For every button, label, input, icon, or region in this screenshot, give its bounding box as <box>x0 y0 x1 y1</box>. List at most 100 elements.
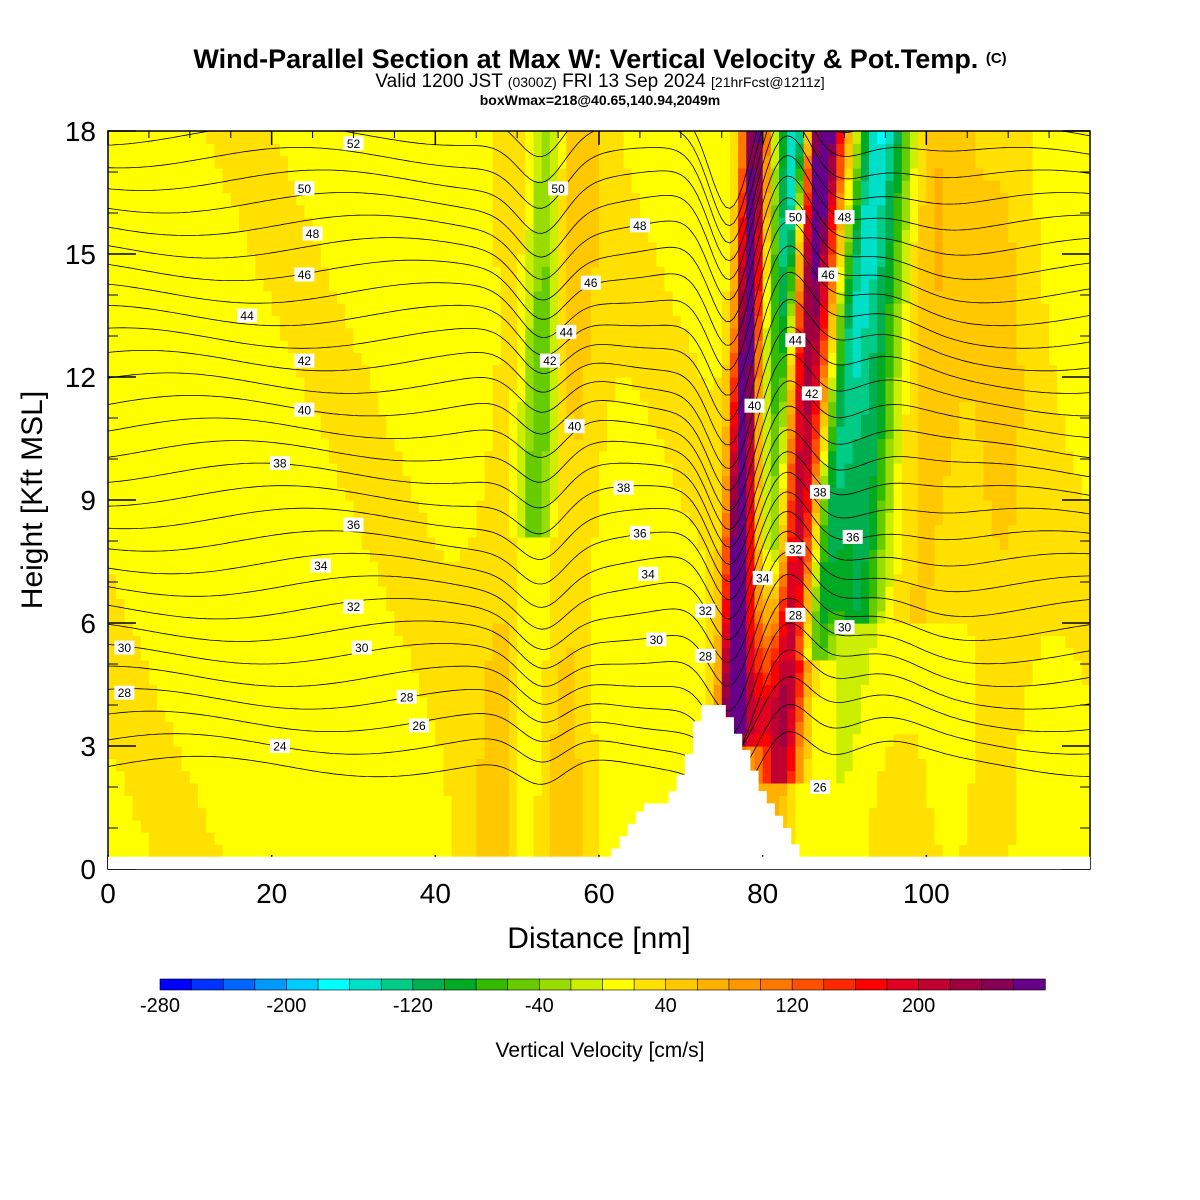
colorbar: -280 -200 -120 -40 40 120 200 Vertical Velocity… <box>140 978 1046 1062</box>
theta-contour-line <box>108 353 1090 491</box>
colorbar-label: Vertical Velocity [cm/s] <box>496 1039 705 1062</box>
theta-label-box <box>801 386 822 401</box>
theta-label: 26 <box>409 718 429 733</box>
theta-label: 44 <box>785 333 806 348</box>
theta-contour-line <box>108 491 1090 601</box>
theta-label-box <box>695 603 716 618</box>
colorbar-swatch <box>159 978 193 991</box>
theta-label: 36 <box>343 517 364 532</box>
theta-label-text: 30 <box>838 621 852 635</box>
theta-contour-line <box>108 271 1090 421</box>
theta-label-box <box>564 419 585 434</box>
y-tick-label: 15 <box>65 239 96 270</box>
theta-label-box <box>785 333 806 348</box>
theta-label-box <box>294 353 315 368</box>
theta-label: 50 <box>785 210 806 225</box>
colorbar-swatch <box>412 978 446 991</box>
theta-label-text: 34 <box>756 571 770 585</box>
theta-contour-line <box>108 649 1090 762</box>
theta-label: 48 <box>629 218 650 233</box>
theta-label-text: 32 <box>347 600 361 614</box>
y-tick-label: 3 <box>80 731 96 762</box>
theta-label-text: 48 <box>306 227 320 241</box>
colorbar-swatch <box>475 978 509 991</box>
theta-contour-line <box>108 405 1090 530</box>
theta-contour-line <box>108 131 1090 262</box>
colorbar-swatch <box>349 978 382 991</box>
theta-label-box <box>269 739 290 753</box>
colorbar-swatch <box>918 978 951 991</box>
theta-label: 26 <box>809 780 830 795</box>
theta-contour-line <box>108 530 1090 641</box>
theta-contour-line <box>108 220 1090 371</box>
theta-label: 50 <box>548 181 569 196</box>
theta-label-text: 42 <box>543 354 557 368</box>
theta-label-box <box>809 484 830 499</box>
theta-label-text: 30 <box>650 633 664 647</box>
theta-contour-line <box>108 131 1090 244</box>
theta-label-box <box>548 181 569 196</box>
y-tick-label: 18 <box>65 116 96 147</box>
theta-label: 38 <box>269 456 290 471</box>
theta-label-box <box>695 648 716 663</box>
theta-label-box <box>785 607 806 622</box>
y-tick-label: 9 <box>80 485 96 516</box>
colorbar-swatch <box>254 978 288 991</box>
theta-label-text: 48 <box>633 219 647 233</box>
theta-label: 28 <box>785 607 806 622</box>
theta-label: 30 <box>351 640 372 655</box>
theta-label-box <box>580 275 601 290</box>
theta-label: 52 <box>343 136 364 151</box>
colorbar-tick-label: -40 <box>525 995 554 1017</box>
colorbar-swatch <box>728 978 762 991</box>
theta-label-box <box>834 210 855 225</box>
theta-label-text: 40 <box>568 420 582 434</box>
theta-label-text: 36 <box>633 526 647 540</box>
theta-label-box <box>613 480 634 495</box>
theta-label-text: 26 <box>412 719 426 733</box>
colorbar-swatch <box>665 978 699 991</box>
colorbar-swatch <box>380 978 414 991</box>
theta-label-text: 46 <box>821 268 835 282</box>
colorbar-swatch <box>191 978 224 991</box>
colorbar-swatch <box>317 978 351 991</box>
theta-contour-line <box>108 451 1090 565</box>
theta-contour-line <box>108 731 1090 803</box>
theta-contour-line <box>108 298 1090 446</box>
theta-label: 48 <box>834 210 855 225</box>
theta-label-text: 38 <box>273 457 287 471</box>
theta-label: 32 <box>343 599 364 614</box>
theta-label-text: 34 <box>641 567 655 581</box>
theta-label: 40 <box>564 419 585 434</box>
theta-contour-line <box>108 326 1090 469</box>
theta-label-box <box>842 529 863 544</box>
y-axis-label: Height [Kft MSL] <box>16 391 49 609</box>
x-tick-label: 0 <box>100 878 116 909</box>
theta-label-box <box>302 226 323 241</box>
theta-label-text: 40 <box>298 403 312 417</box>
theta-contour-line <box>108 135 1090 280</box>
colorbar-tick-label: -120 <box>393 995 433 1017</box>
theta-label: 40 <box>744 398 765 413</box>
colorbar-swatch <box>538 978 572 991</box>
theta-label-box <box>752 570 773 585</box>
theta-label-text: 50 <box>298 182 312 196</box>
theta-contour-line <box>108 155 1090 301</box>
theta-label: 46 <box>818 267 839 282</box>
theta-label: 24 <box>269 739 290 754</box>
theta-label-text: 38 <box>813 485 827 499</box>
theta-label-text: 28 <box>789 608 803 622</box>
theta-label: 32 <box>695 603 716 618</box>
theta-label-text: 40 <box>748 399 762 413</box>
theta-label-text: 38 <box>617 481 631 495</box>
colorbar-swatch <box>444 978 477 991</box>
theta-label: 32 <box>785 542 806 557</box>
theta-label-text: 32 <box>789 543 803 557</box>
theta-label: 40 <box>294 402 315 417</box>
theta-label-box <box>646 632 667 647</box>
x-tick-label: 60 <box>583 878 614 909</box>
x-tick-label: 40 <box>420 878 451 909</box>
theta-contour-line <box>108 597 1090 712</box>
theta-label-text: 44 <box>240 309 254 323</box>
